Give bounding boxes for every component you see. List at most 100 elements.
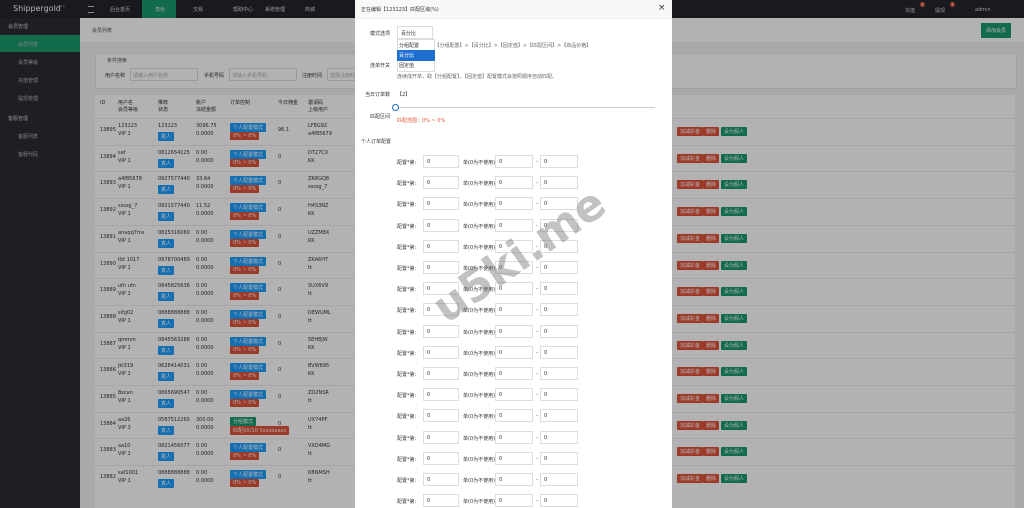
row-action[interactable]: 设为假人 — [721, 340, 748, 350]
row-action[interactable]: 删除 — [703, 233, 720, 243]
row-action[interactable]: 删除 — [703, 260, 720, 270]
row-action[interactable]: 删除 — [703, 394, 720, 403]
config-input[interactable] — [495, 473, 533, 486]
config-input[interactable] — [495, 261, 533, 274]
config-input[interactable] — [495, 409, 533, 423]
row-action[interactable]: 加减彩金 — [677, 287, 704, 297]
config-input[interactable] — [423, 473, 459, 486]
config-input[interactable] — [495, 197, 533, 211]
config-input[interactable] — [495, 176, 533, 190]
topbar-link[interactable]: 提现 — [935, 8, 946, 14]
row-action[interactable]: 加减彩金 — [677, 447, 704, 457]
row-action[interactable]: 设为假人 — [721, 474, 748, 484]
config-input[interactable] — [495, 430, 533, 444]
row-action[interactable]: 删除 — [703, 127, 720, 136]
config-input[interactable] — [540, 345, 578, 359]
row-action[interactable]: 删除 — [703, 207, 720, 217]
row-action[interactable]: 删除 — [703, 313, 720, 323]
config-input[interactable] — [423, 155, 459, 168]
config-input[interactable] — [423, 239, 459, 253]
row-action[interactable]: 设为假人 — [721, 447, 748, 457]
nav-item[interactable]: 角色 — [155, 7, 166, 13]
topbar-link[interactable]: 充值 — [905, 8, 916, 14]
config-input[interactable] — [495, 324, 533, 338]
row-action[interactable]: 删除 — [703, 287, 720, 297]
config-input[interactable] — [540, 494, 578, 508]
config-input[interactable] — [423, 324, 459, 338]
row-action[interactable]: 删除 — [703, 153, 720, 163]
nav-item[interactable]: 商城 — [305, 7, 316, 13]
row-action[interactable]: 设为假人 — [721, 420, 748, 430]
add-button[interactable]: 添加会员 — [981, 23, 1012, 38]
nav-item[interactable]: 后台首页 — [110, 7, 131, 13]
row-action[interactable]: 加减彩金 — [677, 153, 704, 163]
row-action[interactable]: 加减彩金 — [677, 260, 704, 270]
config-input[interactable] — [423, 345, 459, 359]
config-input[interactable] — [423, 197, 459, 211]
row-action[interactable]: 加减彩金 — [677, 313, 704, 323]
row-action[interactable]: 加减彩金 — [677, 207, 704, 217]
tab[interactable]: 会员列表 — [92, 28, 113, 34]
config-input[interactable] — [540, 430, 578, 444]
row-action[interactable]: 设为假人 — [721, 207, 748, 217]
config-input[interactable] — [540, 451, 578, 465]
config-input[interactable] — [423, 494, 459, 508]
config-input[interactable] — [495, 303, 533, 317]
config-input[interactable] — [540, 388, 578, 402]
sidebar-item[interactable]: 充值管理 — [18, 78, 39, 84]
config-input[interactable] — [495, 367, 533, 380]
row-action[interactable]: 设为假人 — [721, 153, 748, 163]
sidebar-item[interactable]: 会员等级 — [18, 60, 39, 66]
row-action[interactable]: 删除 — [703, 447, 720, 457]
sidebar-item[interactable]: 提现管理 — [18, 96, 39, 102]
row-action[interactable]: 设为假人 — [721, 394, 748, 403]
config-input[interactable] — [540, 239, 578, 253]
row-action[interactable]: 加减彩金 — [677, 474, 704, 484]
search-input[interactable] — [130, 68, 198, 81]
config-input[interactable] — [540, 261, 578, 274]
config-input[interactable] — [423, 303, 459, 317]
slider-handle[interactable] — [392, 104, 399, 111]
config-input[interactable] — [540, 176, 578, 190]
config-input[interactable] — [423, 409, 459, 423]
row-action[interactable]: 删除 — [703, 180, 720, 190]
row-action[interactable]: 删除 — [703, 367, 720, 377]
config-input[interactable] — [540, 409, 578, 423]
row-action[interactable]: 设为假人 — [721, 367, 748, 377]
config-input[interactable] — [540, 367, 578, 380]
config-input[interactable] — [423, 176, 459, 190]
config-input[interactable] — [423, 282, 459, 296]
config-input[interactable] — [540, 155, 578, 168]
sidebar-group[interactable]: 客服管理 — [8, 116, 29, 122]
sidebar-item[interactable]: 客服列表 — [18, 134, 39, 140]
dropdown-option[interactable]: 百分比 — [397, 50, 435, 61]
config-input[interactable] — [495, 451, 533, 465]
dropdown-option[interactable]: 分组配置 — [399, 43, 420, 49]
row-action[interactable]: 加减彩金 — [677, 180, 704, 190]
config-input[interactable] — [423, 388, 459, 402]
row-action[interactable]: 删除 — [703, 474, 720, 484]
config-input[interactable] — [495, 494, 533, 508]
row-action[interactable]: 设为假人 — [721, 233, 748, 243]
config-input[interactable] — [540, 218, 578, 232]
row-action[interactable]: 设为假人 — [721, 287, 748, 297]
row-action[interactable]: 加减彩金 — [677, 367, 704, 377]
config-input[interactable] — [495, 218, 533, 232]
row-action[interactable]: 加减彩金 — [677, 394, 704, 403]
config-input[interactable] — [423, 261, 459, 274]
modal-close[interactable]: × — [658, 3, 666, 13]
row-action[interactable]: 加减彩金 — [677, 420, 704, 430]
config-input[interactable] — [540, 303, 578, 317]
config-input[interactable] — [495, 345, 533, 359]
config-input[interactable] — [495, 388, 533, 402]
dropdown-option[interactable]: 固定值 — [399, 63, 415, 69]
row-action[interactable]: 设为假人 — [721, 180, 748, 190]
config-input[interactable] — [423, 430, 459, 444]
config-input[interactable] — [423, 451, 459, 465]
search-input[interactable] — [229, 68, 297, 81]
config-input[interactable] — [495, 155, 533, 168]
config-input[interactable] — [423, 367, 459, 380]
config-input[interactable] — [495, 239, 533, 253]
config-input[interactable] — [540, 282, 578, 296]
topbar-link[interactable]: admin — [975, 7, 991, 13]
